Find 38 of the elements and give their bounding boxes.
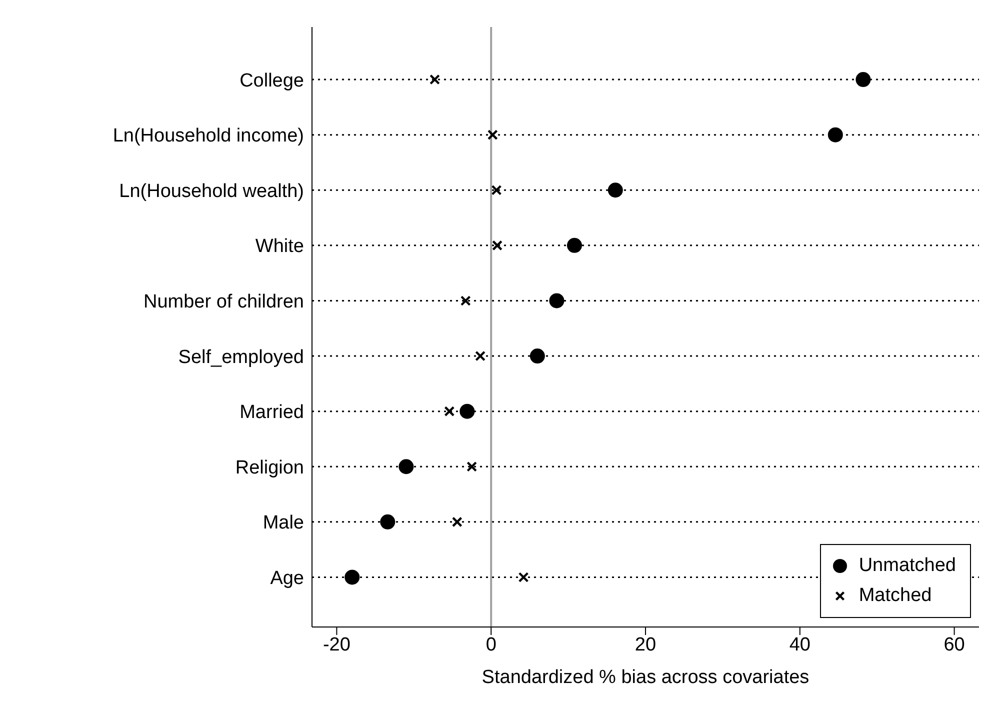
y-tick-label: Ln(Household income)	[112, 126, 304, 147]
point	[856, 72, 871, 88]
y-tick-label: Male	[262, 512, 304, 534]
point	[444, 406, 455, 417]
point	[518, 572, 529, 582]
x-tick-label: 60	[944, 634, 965, 656]
point	[828, 127, 843, 142]
y-tick-label: College	[240, 70, 304, 92]
x-axis-title: Standardized % bias across covariates	[482, 667, 810, 688]
point	[492, 240, 503, 251]
y-tick-label: Married	[240, 402, 304, 424]
point	[380, 514, 396, 530]
point	[530, 348, 545, 364]
point	[430, 74, 440, 85]
point	[491, 184, 502, 196]
x-tick-label: -20	[322, 634, 350, 656]
point	[466, 461, 478, 472]
legend-label: Matched	[858, 584, 932, 608]
y-tick-label: Religion	[235, 457, 304, 478]
y-tick-label: Ln(Household wealth)	[119, 180, 304, 202]
point	[460, 404, 475, 419]
x-tick-label: 20	[634, 634, 656, 656]
point	[549, 293, 564, 308]
legend-label: Unmatched	[858, 554, 956, 578]
y-tick-label: White	[255, 236, 304, 258]
point	[487, 130, 498, 140]
point	[344, 570, 360, 585]
point	[398, 459, 414, 474]
point	[452, 516, 462, 528]
y-tick-label: Number of children	[143, 291, 304, 312]
x-tick-label: 40	[789, 634, 810, 656]
x-tick-label: 0	[486, 634, 496, 656]
point	[608, 182, 623, 198]
point	[566, 238, 582, 253]
y-tick-label: Age	[270, 568, 304, 589]
point	[475, 350, 486, 362]
y-tick-label: Self_employed	[178, 346, 304, 368]
point	[460, 296, 471, 306]
